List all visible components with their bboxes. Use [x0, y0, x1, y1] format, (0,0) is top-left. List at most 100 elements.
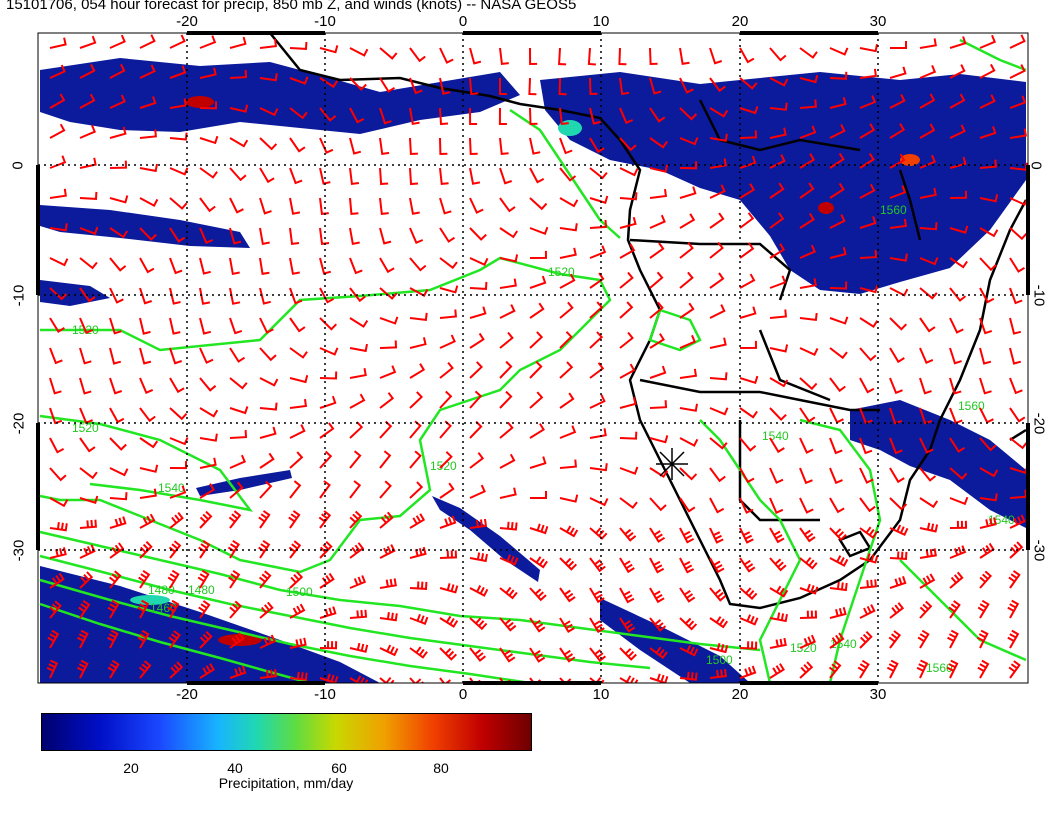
wind-barb	[139, 317, 151, 335]
wind-barb	[919, 467, 937, 482]
wind-barb	[109, 492, 128, 501]
wind-barb	[109, 126, 127, 139]
wind-barb	[679, 644, 699, 657]
wind-barb	[379, 316, 399, 325]
wind-barb	[949, 437, 966, 453]
wind-barb	[619, 587, 635, 604]
contour-1500-a	[39, 530, 761, 652]
wind-barb	[709, 47, 723, 65]
wind-barb	[229, 197, 244, 214]
wind-barb	[739, 527, 754, 544]
wind-barb	[949, 93, 966, 109]
contour-1460	[39, 602, 311, 683]
wind-barb	[379, 137, 390, 156]
wind-barb	[589, 137, 605, 154]
wind-barb	[409, 513, 426, 529]
wind-barb	[439, 451, 453, 469]
wind-barb	[919, 154, 937, 169]
wind-barb	[109, 287, 124, 304]
wind-barb	[559, 247, 577, 259]
lat-tick-right: -20	[1030, 412, 1048, 435]
wind-barb	[529, 556, 548, 569]
wind-barb	[530, 491, 547, 499]
wind-barb	[979, 227, 999, 238]
precip-layer	[40, 58, 1026, 683]
wind-barb	[349, 47, 369, 57]
wind-barb	[229, 481, 244, 499]
wind-barb	[889, 407, 903, 425]
wind-barb	[917, 629, 930, 649]
wind-barb	[589, 167, 608, 180]
wind-barb	[619, 271, 634, 289]
wind-barb	[709, 212, 725, 229]
wind-barb	[289, 671, 308, 681]
wind-barb	[379, 107, 392, 125]
wind-barb	[589, 428, 607, 439]
wind-barb	[1008, 570, 1021, 589]
wind-barb	[199, 101, 218, 110]
wind-barb	[439, 334, 456, 349]
wind-barb	[409, 77, 423, 95]
wind-barb	[739, 407, 758, 419]
wind-barb	[199, 483, 216, 499]
wind-barb	[859, 579, 877, 589]
wind-barb	[259, 669, 278, 679]
wind-barb	[289, 227, 300, 246]
wind-barb	[919, 548, 937, 559]
wind-barb	[109, 467, 129, 477]
wind-barb	[619, 137, 637, 152]
colorbar-tick: 40	[227, 760, 243, 776]
wind-barb	[979, 257, 997, 272]
wind-barb	[739, 106, 759, 115]
wind-barb	[169, 661, 184, 679]
precip-colorbar	[41, 713, 532, 751]
wind-barb	[469, 306, 487, 319]
wind-barb	[649, 673, 669, 683]
wind-barb	[769, 585, 789, 598]
wind-barb	[499, 521, 518, 531]
wind-barb	[379, 47, 398, 60]
wind-barb	[289, 167, 303, 185]
wind-barb	[499, 278, 517, 289]
wind-barb	[439, 482, 455, 499]
wind-barb	[977, 599, 990, 619]
wind-barb	[229, 317, 243, 335]
wind-barb	[679, 403, 698, 412]
wind-barb	[799, 75, 819, 84]
wind-barb	[379, 77, 396, 93]
wind-barb	[769, 344, 789, 353]
wind-barb	[469, 332, 485, 349]
wind-barb	[739, 183, 756, 199]
wind-barb	[379, 450, 392, 469]
wind-barb	[288, 540, 302, 559]
wind-barb	[619, 647, 637, 661]
precip-core-2	[818, 202, 834, 214]
wind-barb	[79, 571, 94, 589]
wind-barb	[46, 659, 59, 679]
wind-barb	[829, 71, 848, 80]
wind-barb	[948, 600, 961, 619]
wind-barb	[499, 254, 519, 263]
wind-barb	[409, 197, 420, 215]
wind-barb	[79, 157, 97, 169]
wind-barb	[439, 197, 452, 215]
wind-barb	[439, 677, 453, 683]
wind-barb	[739, 437, 757, 452]
wind-barb	[859, 317, 879, 328]
wind-barb	[79, 519, 97, 529]
wind-barb	[49, 155, 67, 169]
wind-barb	[76, 659, 89, 679]
wind-barb	[139, 377, 154, 395]
wind-barb	[857, 659, 870, 679]
wind-barb	[47, 629, 60, 649]
wind-barb	[919, 187, 937, 199]
wind-barb	[1009, 541, 1024, 559]
border-1	[629, 238, 792, 301]
wind-barb	[139, 488, 157, 499]
wind-barb	[649, 435, 669, 444]
wind-barb	[799, 182, 815, 199]
wind-barb	[379, 257, 395, 274]
wind-barb	[529, 647, 546, 663]
lon-tick-top: 20	[731, 13, 749, 30]
wind-barb	[499, 617, 517, 632]
